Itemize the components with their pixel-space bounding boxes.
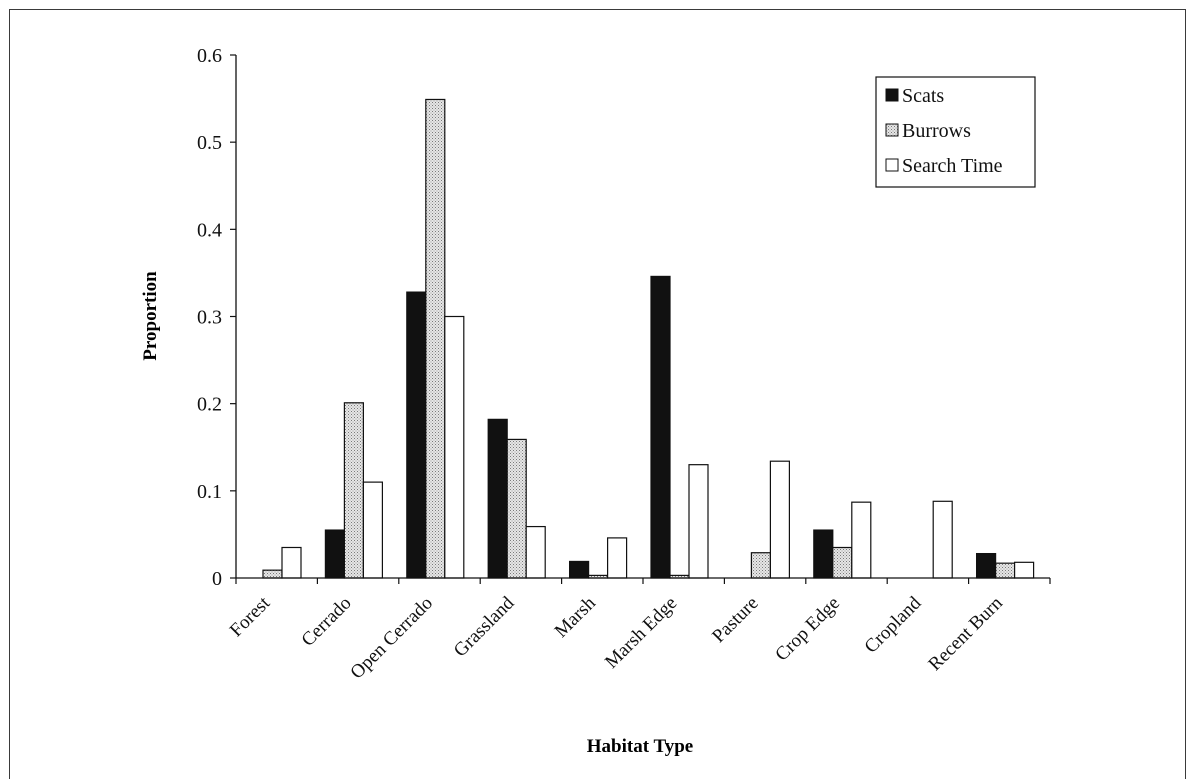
bar-scats-crop-edge [813,529,834,579]
bar-scats-marsh-edge [650,275,671,579]
bar-search-time-marsh [606,537,628,579]
bar-burrows-pasture [750,552,772,579]
bar-search-time-grassland [525,525,546,579]
legend-swatch [885,123,899,137]
bar-scats-marsh [568,560,590,579]
legend-box [875,76,1036,188]
bar-search-time-cerrado [362,481,383,579]
x-tick-label: Grassland [450,592,519,661]
bar-burrows-cerrado [343,402,364,579]
y-tick-label: 0.5 [197,132,222,154]
bar-search-time-forest [281,546,302,579]
y-tick-label: 0.6 [197,45,222,67]
bar-burrows-crop-edge [832,546,853,579]
bar-scats-cerrado [324,529,345,579]
legend-label: Burrows [902,120,971,142]
legend-label: Search Time [902,155,1003,177]
y-tick-label: 0.2 [197,394,222,416]
bar-scats-grassland [487,418,508,579]
legend: Scats Burrows Search Time [875,76,1036,188]
x-tick-label: Marsh Edge [601,593,681,673]
x-tick-label: Pasture [708,593,762,647]
y-axis-label: Proportion [140,271,161,361]
bar-burrows-recent-burn [994,562,1016,579]
bar-search-time-open-cerrado [444,315,465,579]
x-tick-label: Forest [226,592,275,641]
x-tick-label: Recent Burn [924,592,1007,675]
bar-search-time-recent-burn [1013,561,1035,579]
x-tick-label: Cropland [861,592,926,657]
y-tick-label: 0 [212,568,222,590]
bar-burrows-grassland [506,438,527,579]
bars-group [262,98,1035,579]
y-tick-label: 0.4 [197,219,222,241]
x-tick-label: Marsh [551,592,601,642]
bar-search-time-pasture [769,460,791,579]
bar-burrows-forest [262,569,283,579]
x-tick-label: Cerrado [298,593,356,651]
bar-burrows-open-cerrado [425,98,446,579]
x-tick-label: Crop Edge [771,593,844,666]
x-axis-label: Habitat Type [587,736,693,757]
bar-scats-recent-burn [975,552,997,579]
x-tick-label: Open Cerrado [346,593,437,684]
bar-search-time-cropland [932,500,953,579]
legend-label: Scats [902,85,944,107]
bar-scats-open-cerrado [406,291,427,579]
bar-search-time-marsh-edge [688,464,709,579]
legend-swatch [885,158,899,172]
bar-search-time-crop-edge [851,501,872,579]
y-tick-label: 0.1 [197,481,222,503]
y-tick-label: 0.3 [197,307,222,329]
legend-swatch [885,88,899,102]
figure-frame [9,9,1186,779]
